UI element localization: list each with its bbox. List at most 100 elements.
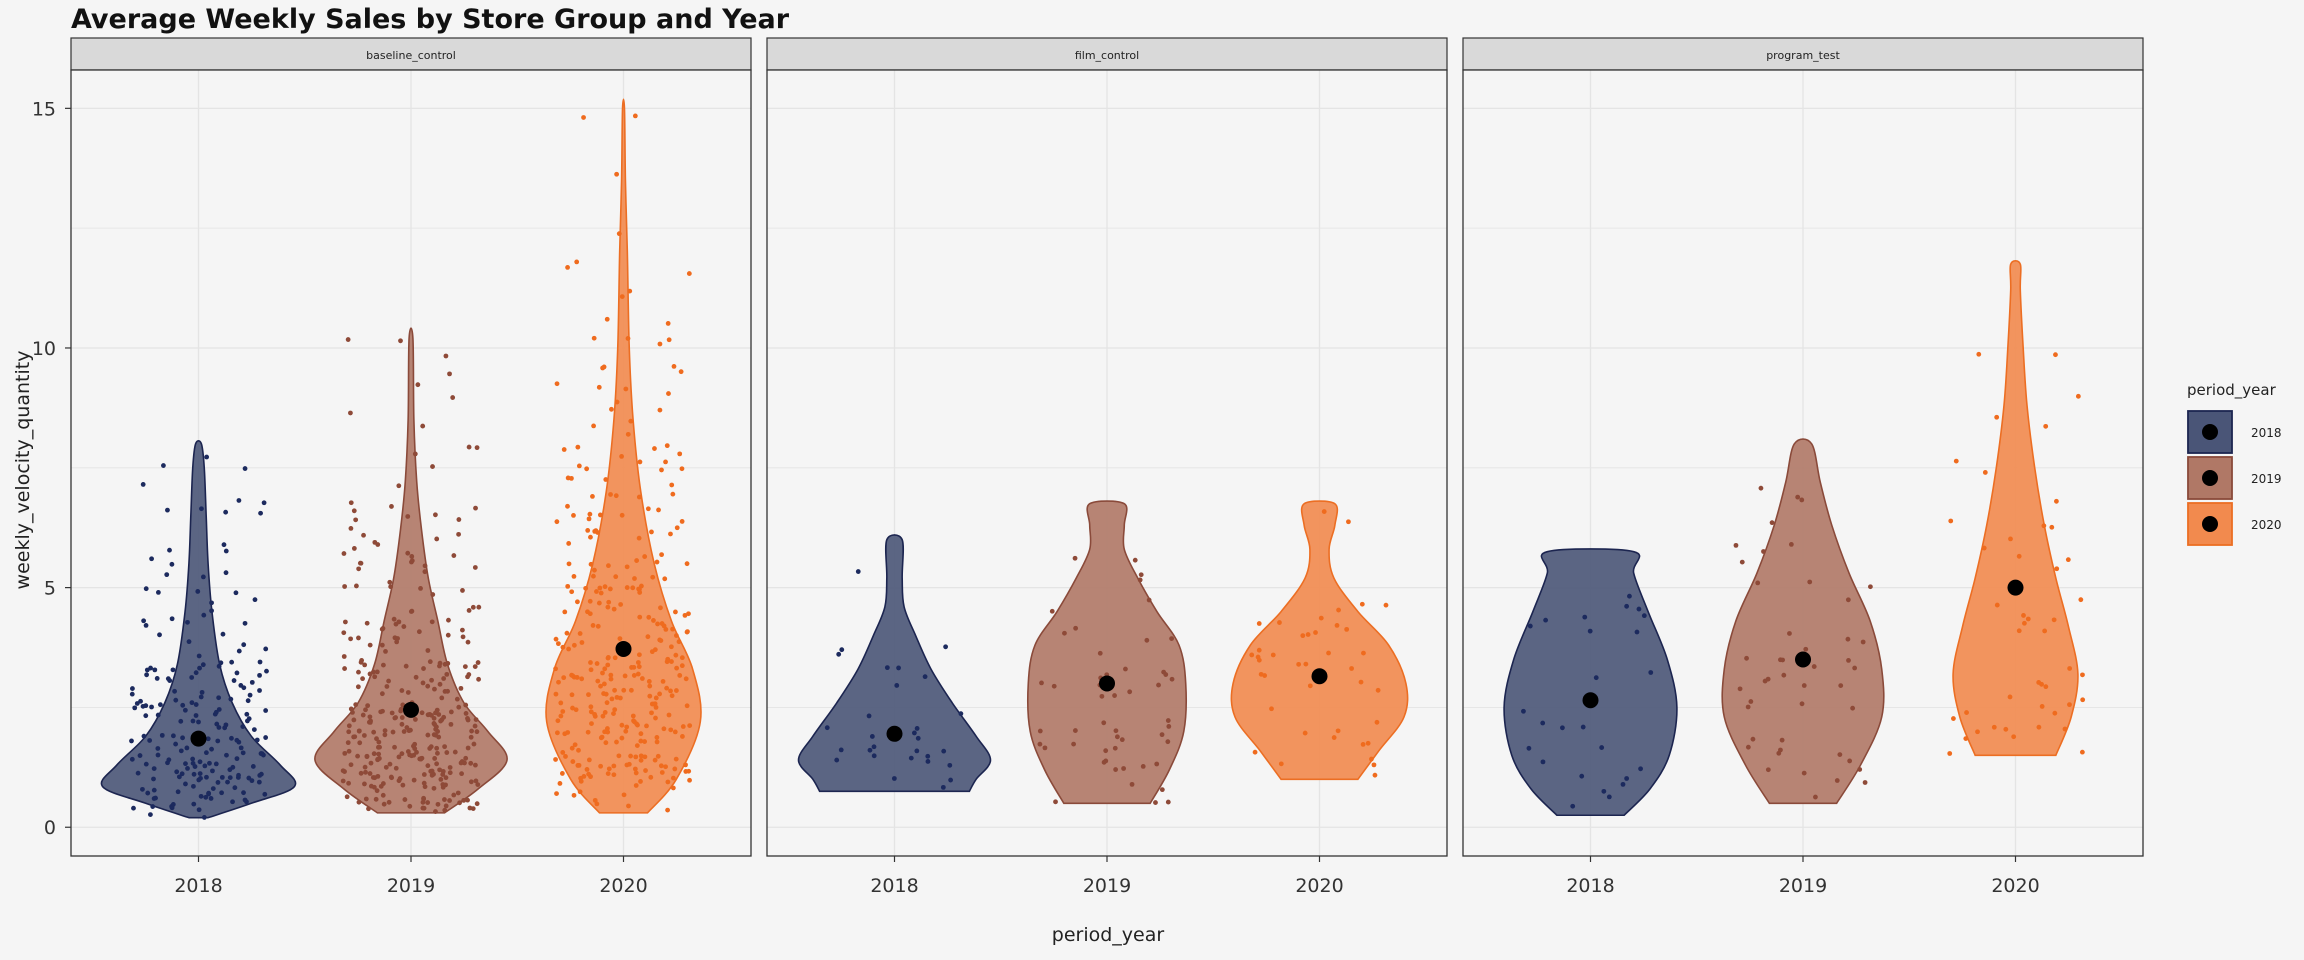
data-point [1813,794,1818,800]
data-point [653,715,658,721]
data-point [1788,541,1794,547]
data-point [605,662,611,668]
data-point [662,576,668,582]
data-point [421,772,427,777]
data-point [429,712,434,718]
data-point [646,679,652,684]
data-point [573,707,579,713]
data-point [670,626,676,632]
data-point [197,665,202,671]
data-point [447,371,452,377]
data-point [605,654,611,660]
data-point [622,673,628,679]
data-point [1099,693,1105,699]
points-baseline_control-2019 [340,337,482,814]
data-point [1156,682,1161,688]
data-point [438,776,444,782]
data-point [1540,720,1546,726]
data-point [940,784,946,790]
data-point [1361,650,1366,656]
data-point [911,730,917,736]
data-point [130,686,135,691]
data-point [362,662,368,668]
data-point [633,783,639,788]
data-point [186,639,192,645]
data-point [2075,393,2081,399]
data-point [427,659,433,665]
data-point [361,532,366,538]
data-point [634,743,640,749]
data-point [216,695,222,701]
data-point [674,665,680,671]
data-point [1113,767,1119,772]
data-point [393,765,399,771]
facet-strip [70,37,752,71]
data-point [1138,572,1144,578]
data-point [229,659,235,665]
data-point [616,231,622,237]
data-point [664,685,670,691]
data-point [584,767,590,772]
data-point [677,673,683,678]
data-point [553,691,559,697]
data-point [659,552,664,558]
data-point [1344,626,1350,632]
data-point [157,702,163,708]
data-point [624,585,630,590]
data-point [1165,799,1171,805]
data-point [392,635,398,641]
data-point [199,506,204,512]
data-point [230,799,235,805]
data-point [1758,485,1764,491]
data-point [340,778,346,784]
data-point [1543,617,1549,623]
data-point [362,781,367,787]
data-point [2054,566,2060,572]
data-point [958,711,964,717]
data-point [1846,658,1851,663]
x-tick-label: 2019 [387,875,435,897]
data-point [407,803,413,809]
data-point [213,709,219,715]
data-point [475,660,481,665]
data-point [245,718,250,724]
data-point [466,672,472,677]
data-point [165,507,170,513]
data-point [152,667,158,673]
data-point [220,631,226,637]
data-point [144,667,150,673]
data-point [643,768,648,773]
data-point [1042,745,1048,751]
data-point [639,676,645,681]
data-point [249,778,255,784]
data-point [1258,671,1264,677]
data-point [603,740,609,746]
data-point [668,688,673,694]
data-point [1303,661,1309,667]
data-point [642,554,648,559]
data-point [626,803,631,809]
data-point [613,574,619,580]
data-point [651,701,656,707]
data-point [232,785,238,791]
data-point [1146,597,1152,603]
data-point [608,672,614,678]
data-point [444,671,450,677]
data-point [129,738,134,744]
data-point [666,337,672,343]
data-point [348,525,354,531]
data-point [456,704,462,710]
data-point [2065,557,2071,563]
data-point [560,709,566,714]
data-point [1140,764,1146,769]
data-point [579,640,585,645]
data-point [1776,750,1782,756]
data-point [632,576,637,581]
data-point [437,660,443,666]
data-point [1053,799,1058,805]
legend-label: 2019 [2251,472,2282,486]
data-point [443,782,448,788]
data-point [679,663,685,669]
data-point [411,752,417,758]
data-point [588,667,594,673]
